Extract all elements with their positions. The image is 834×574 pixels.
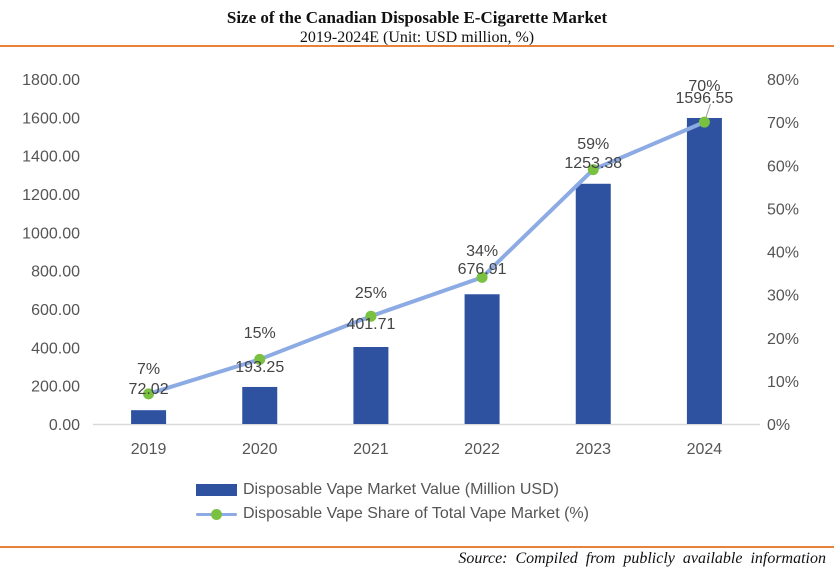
legend-label: Disposable Vape Share of Total Vape Mark… <box>243 505 589 522</box>
x-axis-tick-label: 2019 <box>131 441 167 458</box>
right-axis-tick-label: 0% <box>767 417 790 434</box>
x-axis-tick-label: 2023 <box>575 441 611 458</box>
legend-item-bar: Disposable Vape Market Value (Million US… <box>196 478 589 502</box>
x-axis-tick-label: 2022 <box>464 441 500 458</box>
bar-2023 <box>575 183 611 424</box>
source-note: Source: Compiled from publicly available… <box>458 550 826 567</box>
bar-value-label: 193.25 <box>235 359 284 376</box>
legend-item-line: Disposable Vape Share of Total Vape Mark… <box>196 502 589 526</box>
share-line <box>146 120 707 396</box>
left-axis-tick-label: 800.00 <box>31 264 80 281</box>
left-axis-tick-label: 1000.00 <box>22 225 80 242</box>
share-value-label: 34% <box>466 243 498 260</box>
share-marker-2020 <box>254 353 266 365</box>
share-marker-2023 <box>587 164 599 176</box>
left-axis-tick-label: 1200.00 <box>22 187 80 204</box>
share-marker-2024 <box>698 116 710 128</box>
right-axis-tick-label: 30% <box>767 288 799 305</box>
share-value-label: 70% <box>688 78 720 95</box>
left-axis-tick-label: 400.00 <box>31 340 80 357</box>
chart-title: Size of the Canadian Disposable E-Cigare… <box>226 8 608 27</box>
legend-bar-swatch-icon <box>196 484 237 496</box>
chart-subtitle: 2019-2024E (Unit: USD million, %) <box>299 29 535 46</box>
legend-line-swatch-icon <box>196 508 237 520</box>
bar-series <box>131 117 722 425</box>
share-value-label: 59% <box>577 136 609 153</box>
bar-value-label: 72.02 <box>129 381 169 398</box>
chart-plot: 0.00 200.00 400.00 600.00 800.00 1000.00 1200.… <box>22 72 799 458</box>
share-value-label: 15% <box>244 325 276 342</box>
left-axis: 0.00 200.00 400.00 600.00 800.00 1000.00 1200.… <box>22 72 80 434</box>
left-axis-tick-label: 1800.00 <box>22 72 80 89</box>
left-axis-tick-label: 1600.00 <box>22 110 80 127</box>
share-marker-2019 <box>143 388 155 400</box>
bottom-divider <box>0 546 834 548</box>
bar-value-label: 676.91 <box>458 261 507 278</box>
bar-value-label: 401.71 <box>346 316 395 333</box>
right-axis-tick-label: 70% <box>767 115 799 132</box>
share-value-label: 25% <box>355 285 387 302</box>
x-axis: 2019 2020 2021 2022 2023 2024 <box>131 441 723 458</box>
bar-2024 <box>686 117 722 425</box>
data-labels: 72.02 193.25 401.71 676.91 1253.38 1596.55 7% 1… <box>129 78 734 398</box>
bar-2020 <box>242 386 278 424</box>
bar-2019 <box>131 410 167 424</box>
legend: Disposable Vape Market Value (Million US… <box>196 478 589 526</box>
left-axis-tick-label: 1400.00 <box>22 149 80 166</box>
bar-2021 <box>353 347 389 424</box>
top-divider <box>0 45 834 47</box>
right-axis-tick-label: 50% <box>767 201 799 218</box>
bar-value-label: 1596.55 <box>675 90 733 107</box>
share-marker-2021 <box>365 310 377 322</box>
right-axis-tick-label: 60% <box>767 158 799 175</box>
right-axis: 0% 10% 20% 30% 40% 50% 60% 70% 80% <box>767 72 799 434</box>
x-axis-tick-label: 2024 <box>687 441 723 458</box>
bar-value-label: 1253.38 <box>564 155 622 172</box>
share-marker-2022 <box>476 271 488 283</box>
right-axis-tick-label: 40% <box>767 245 799 262</box>
x-axis-tick-label: 2021 <box>353 441 389 458</box>
left-axis-tick-label: 0.00 <box>49 417 80 434</box>
left-axis-tick-label: 200.00 <box>31 379 80 396</box>
x-axis-tick-label: 2020 <box>242 441 278 458</box>
bar-2022 <box>464 294 500 424</box>
right-axis-tick-label: 20% <box>767 331 799 348</box>
line-series <box>143 103 711 400</box>
left-axis-tick-label: 600.00 <box>31 302 80 319</box>
right-axis-tick-label: 80% <box>767 72 799 89</box>
right-axis-tick-label: 10% <box>767 374 799 391</box>
legend-label: Disposable Vape Market Value (Million US… <box>243 481 559 498</box>
share-value-label: 7% <box>137 361 160 378</box>
